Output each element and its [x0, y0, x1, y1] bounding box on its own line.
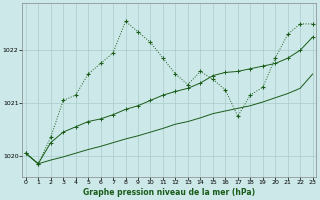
- X-axis label: Graphe pression niveau de la mer (hPa): Graphe pression niveau de la mer (hPa): [83, 188, 255, 197]
